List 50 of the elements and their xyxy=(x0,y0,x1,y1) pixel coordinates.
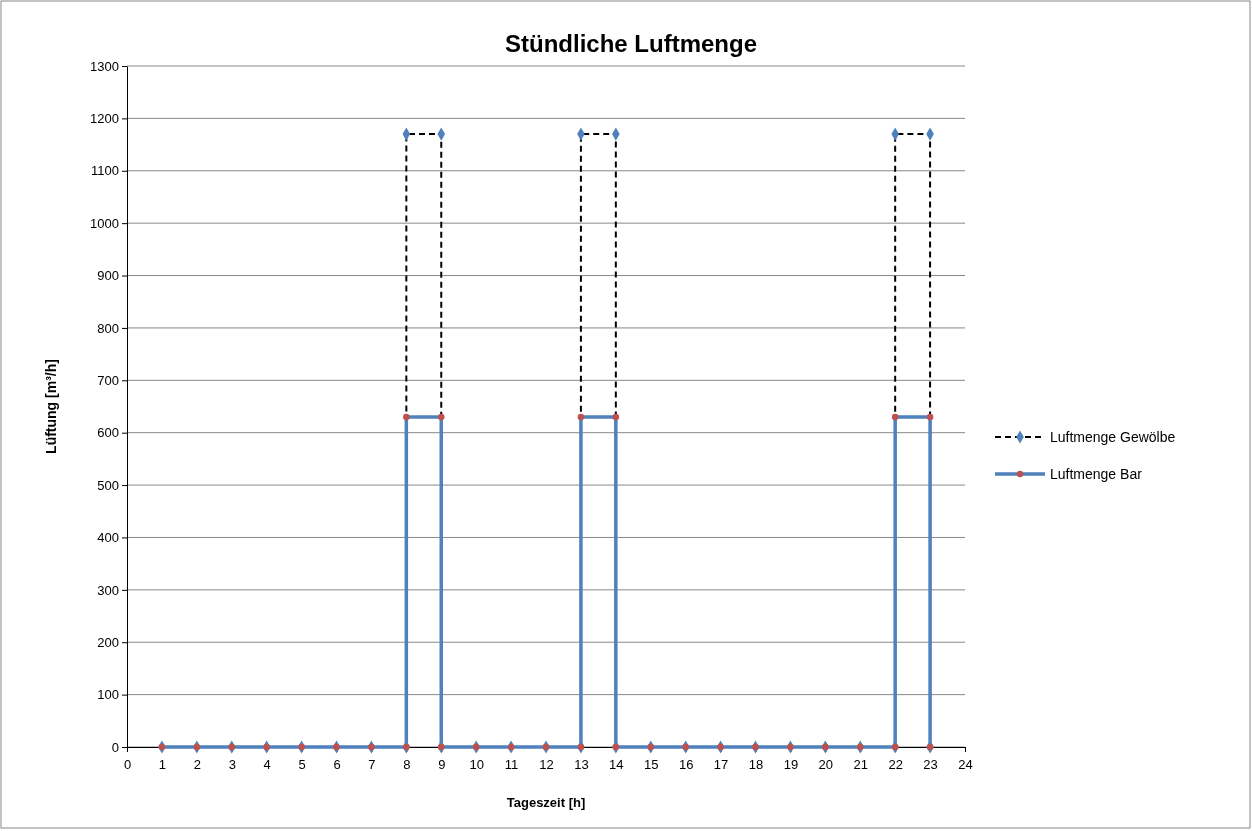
x-tick-label: 12 xyxy=(539,757,554,773)
x-tick-label: 19 xyxy=(783,757,799,773)
x-axis-title: Tageszeit [h] xyxy=(506,795,586,810)
x-tick-label: 13 xyxy=(574,757,589,773)
y-tick-label: 800 xyxy=(97,320,119,336)
y-tick-label: 0 xyxy=(111,739,119,755)
y-tick-label: 100 xyxy=(97,687,119,703)
point xyxy=(577,413,585,421)
x-tick-label: 9 xyxy=(438,757,446,773)
x-tick-label: 21 xyxy=(853,757,868,773)
x-tick-label: 10 xyxy=(469,757,484,773)
x-tick-label: 3 xyxy=(228,757,236,773)
x-tick-label: 8 xyxy=(403,757,411,773)
y-tick-label: 900 xyxy=(97,268,119,284)
y-tick-label: 600 xyxy=(97,425,119,441)
x-tick-label: 17 xyxy=(713,757,729,773)
x-tick-label: 14 xyxy=(609,757,624,773)
y-tick-label: 400 xyxy=(97,530,119,546)
x-tick-label: 24 xyxy=(958,757,973,773)
x-tick-label: 7 xyxy=(368,757,376,773)
y-tick-label: 1300 xyxy=(90,58,119,74)
chart-title: Stündliche Luftmenge xyxy=(505,30,757,57)
x-tick-label: 23 xyxy=(923,757,938,773)
legend-label: Luftmenge Bar xyxy=(1050,466,1143,482)
x-tick-label: 15 xyxy=(644,757,659,773)
point xyxy=(403,413,410,421)
x-tick-label: 18 xyxy=(748,757,764,773)
point xyxy=(926,413,934,421)
y-tick-label: 1100 xyxy=(91,163,119,179)
point xyxy=(437,413,445,421)
x-tick-label: 5 xyxy=(298,757,306,773)
point xyxy=(612,413,620,421)
x-tick-label: 22 xyxy=(888,757,903,773)
x-tick-label: 2 xyxy=(193,757,201,773)
y-tick-label: 300 xyxy=(97,582,119,598)
y-tick-label: 200 xyxy=(97,634,119,650)
point xyxy=(891,413,899,421)
x-tick-label: 11 xyxy=(504,757,519,773)
x-tick-label: 20 xyxy=(818,757,834,773)
y-tick-label: 700 xyxy=(97,372,119,388)
x-tick-label: 6 xyxy=(333,757,341,773)
y-tick-label: 500 xyxy=(97,477,119,493)
y-axis-title: Lüftung [m³/h] xyxy=(43,359,59,454)
x-tick-label: 4 xyxy=(263,757,271,773)
x-tick-label: 16 xyxy=(678,757,694,773)
legend-label: Luftmenge Gewölbe xyxy=(1050,429,1176,445)
y-tick-label: 1000 xyxy=(90,215,119,231)
x-tick-label: 1 xyxy=(158,757,167,773)
x-tick-label: 0 xyxy=(123,757,132,773)
y-tick-label: 1200 xyxy=(90,111,119,127)
